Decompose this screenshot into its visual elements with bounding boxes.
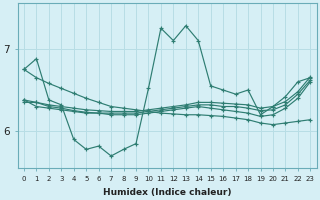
X-axis label: Humidex (Indice chaleur): Humidex (Indice chaleur) xyxy=(103,188,231,197)
